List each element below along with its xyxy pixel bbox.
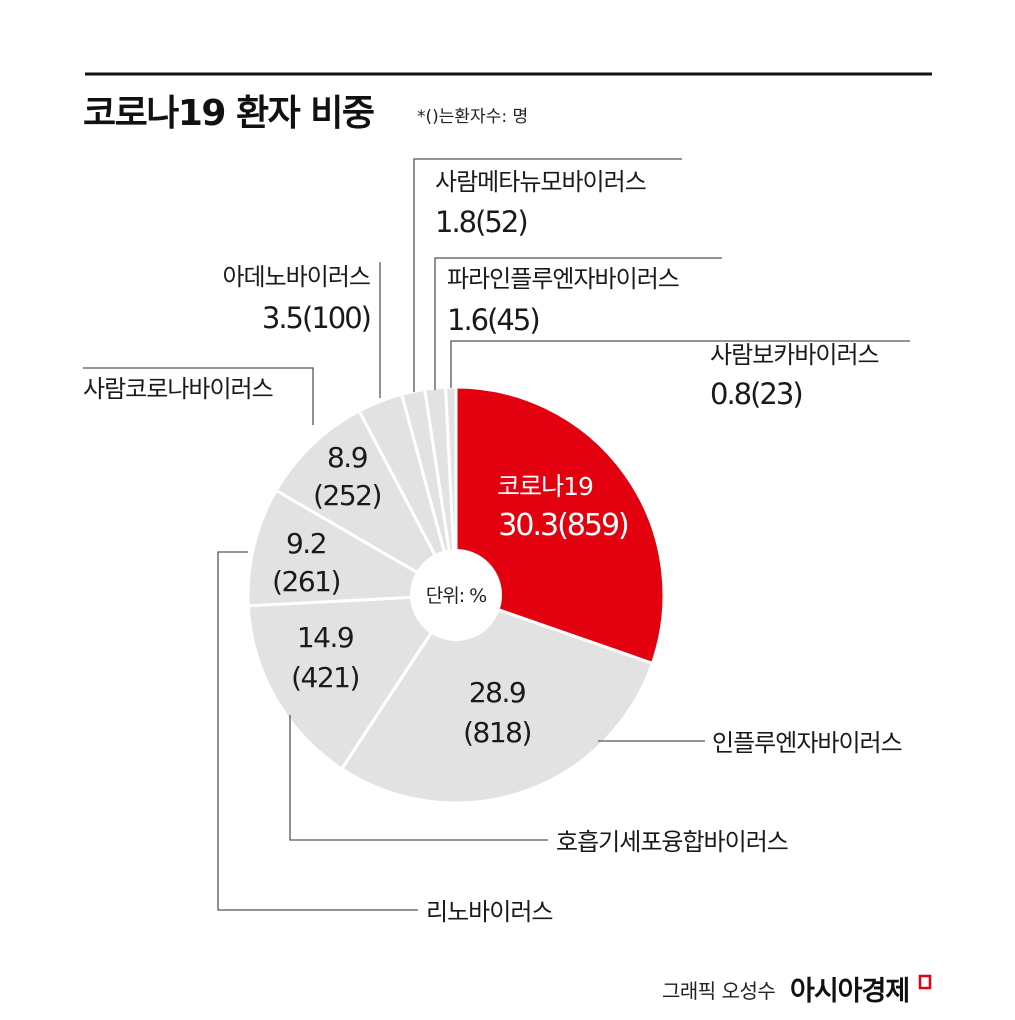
leader-line-4 (83, 367, 314, 425)
pie-slice-4 (274, 408, 460, 599)
pie-slices (246, 385, 666, 805)
slice-value-label-2: 14.9 (297, 621, 353, 654)
outer-name-label-5: 아데노바이러스 (222, 263, 370, 291)
outer-value-label-6: 1.8(52) (435, 205, 527, 239)
slice-count-label-2: (421) (291, 661, 359, 694)
slice-value-label-4: 8.9 (327, 441, 367, 474)
outer-name-label-8: 사람보카바이러스 (710, 341, 879, 369)
outer-value-label-5: 3.5(100) (262, 301, 370, 335)
unit-label: 단위: % (426, 585, 486, 607)
slice-name-label-0: 코로나19 (497, 472, 593, 501)
credit-label: 그래픽 오성수 (662, 979, 775, 1003)
outer-name-label-6: 사람메타뉴모바이러스 (435, 168, 646, 196)
leader-lines (83, 158, 910, 911)
slice-value-label-3: 9.2 (286, 527, 326, 560)
pie-slice-1 (339, 593, 655, 805)
leader-line-7 (434, 257, 722, 390)
slice-count-label-1: (818) (463, 716, 531, 749)
slice-count-label-3: (261) (272, 565, 340, 598)
outer-name-label-2: 호흡기세포융합바이러스 (556, 828, 788, 856)
slice-value-label-1: 28.9 (469, 676, 525, 709)
brand-logo: 아시아경제 (790, 976, 909, 1007)
donut-hole (410, 549, 502, 641)
pie-slice-0 (454, 385, 666, 666)
outer-name-label-7: 파라인플루엔자바이러스 (447, 265, 679, 293)
outer-value-label-8: 0.8(23) (710, 377, 802, 411)
slice-count-label-4: (252) (313, 479, 381, 512)
leader-line-2 (289, 715, 548, 841)
outer-name-label-4: 사람코로나바이러스 (83, 375, 273, 403)
slice-value-label-0: 30.3(859) (498, 508, 628, 543)
leader-line-6 (413, 158, 682, 392)
brand-mark-icon (918, 974, 932, 990)
outer-value-label-7: 1.6(45) (447, 303, 539, 337)
leader-line-3 (217, 551, 418, 911)
pie-slice-3 (246, 488, 462, 608)
outer-name-label-1: 인플루엔자바이러스 (712, 729, 902, 757)
outer-name-label-3: 리노바이러스 (426, 898, 552, 926)
unit-note: *()는환자수: 명 (417, 107, 528, 127)
leader-line-8 (450, 340, 910, 388)
pie-slice-2 (246, 593, 459, 771)
chart-title: 코로나19 환자 비중 (83, 93, 374, 134)
